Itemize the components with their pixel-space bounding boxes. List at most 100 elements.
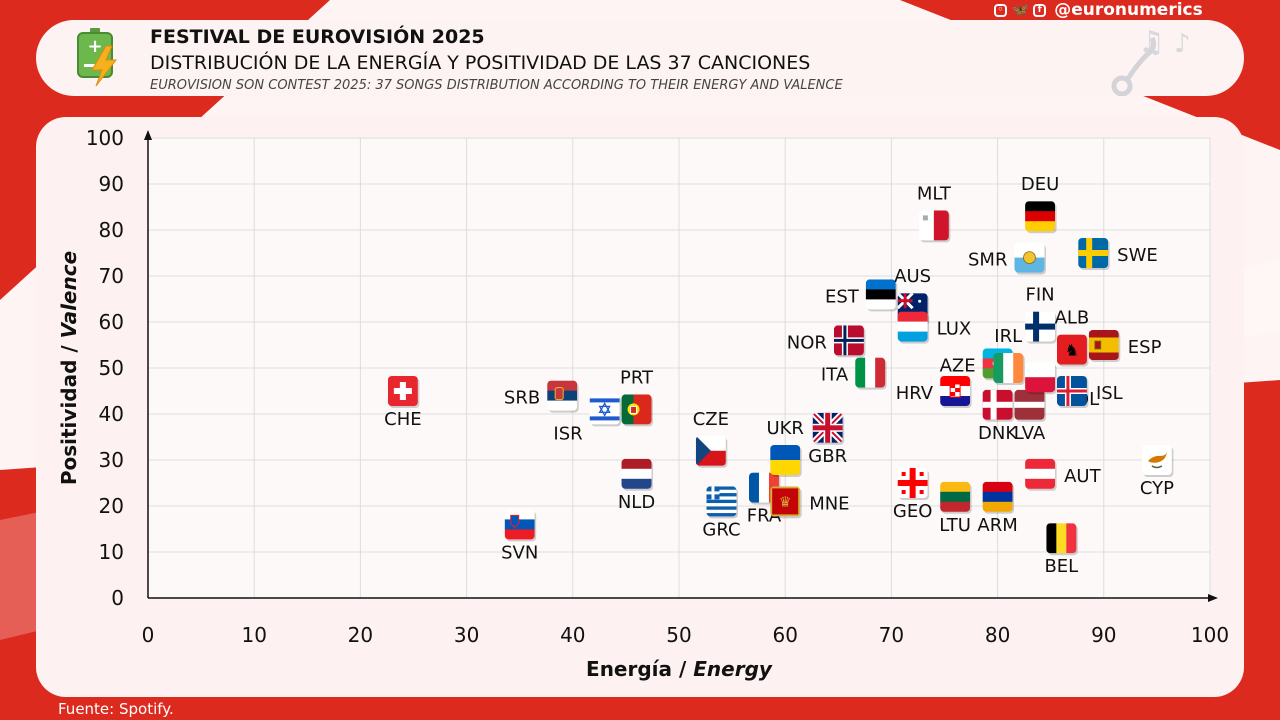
x-tick-label: 10: [241, 623, 266, 647]
point-aut: [1025, 458, 1057, 491]
bluesky-icon[interactable]: 🦋: [1012, 2, 1029, 18]
point-hrv: [940, 376, 972, 408]
chart-subtitle: DISTRIBUCIÓN DE LA ENERGÍA Y POSITIVIDAD…: [150, 52, 811, 74]
y-tick-label: 0: [111, 586, 124, 610]
point-mlt: [918, 210, 951, 243]
x-tick-label: 60: [772, 623, 797, 647]
point-label: NOR: [787, 332, 827, 353]
flag-cze-icon: [695, 435, 726, 466]
point-lva: [1014, 389, 1046, 422]
point-label: AUT: [1064, 466, 1101, 487]
svg-text:♛: ♛: [779, 494, 792, 510]
y-tick-label: 30: [99, 448, 124, 472]
flag-grc-icon: [706, 486, 737, 517]
source-note: Fuente: Spotify.: [58, 700, 174, 718]
music-notes-icon: ♫ ♪: [1111, 25, 1191, 96]
point-ltu: [940, 481, 972, 514]
point-pol: [1025, 362, 1057, 395]
header-banner: [36, 20, 1244, 96]
point-label: FIN: [1026, 285, 1055, 306]
point-label: LUX: [937, 319, 972, 340]
point-fin: [1025, 311, 1057, 344]
flag-esp-icon: [1088, 330, 1119, 360]
x-tick-label: 100: [1191, 623, 1229, 647]
flag-dnk-icon: [982, 389, 1013, 420]
y-tick-label: 80: [99, 218, 124, 242]
point-label: GRC: [702, 519, 740, 540]
point-label: CZE: [693, 409, 729, 430]
point-cyp: [1141, 445, 1174, 477]
svg-text:♞: ♞: [1065, 341, 1079, 360]
point-label: CYP: [1140, 478, 1174, 499]
y-tick-label: 10: [99, 540, 124, 564]
point-isl: [1056, 376, 1089, 408]
point-label: SRB: [504, 388, 540, 409]
instagram-icon[interactable]: ◦: [994, 3, 1007, 17]
y-axis-arrow: [144, 130, 152, 140]
flag-prt-icon: [621, 394, 652, 425]
y-tick-label: 20: [99, 494, 124, 518]
flag-svn-icon: [504, 509, 535, 540]
flag-swe-icon: [1078, 238, 1109, 268]
svg-text:♫: ♫: [1138, 25, 1165, 60]
point-label: LTU: [939, 515, 971, 536]
y-tick-label: 70: [99, 264, 124, 288]
flag-nor-icon: [833, 325, 864, 356]
point-irl: [993, 353, 1025, 385]
point-label: NLD: [618, 492, 655, 513]
flag-fin-icon: [1025, 311, 1056, 342]
flag-geo-icon: [897, 468, 928, 498]
x-axis-arrow: [1208, 594, 1218, 602]
point-label: AZE: [940, 355, 976, 376]
flag-mne-icon: ♛: [770, 486, 801, 517]
flag-pol-icon: [1025, 362, 1056, 393]
point-label: MNE: [809, 493, 849, 514]
point-nld: [621, 458, 654, 491]
x-tick-label: 70: [879, 623, 904, 647]
x-tick-label: 80: [985, 623, 1010, 647]
point-label: ARM: [977, 515, 1017, 536]
point-gbr: [812, 412, 845, 445]
point-label: IRL: [994, 326, 1022, 347]
point-label: SMR: [968, 250, 1007, 271]
point-svn: [504, 509, 537, 542]
x-tick-label: 40: [560, 623, 585, 647]
svg-text:♪: ♪: [1174, 29, 1191, 59]
point-label: HRV: [896, 383, 934, 404]
point-alb: ♞: [1056, 334, 1089, 367]
flag-nld-icon: [621, 458, 652, 489]
point-label: ESP: [1128, 337, 1162, 358]
point-geo: [897, 468, 930, 500]
flag-lva-icon: [1014, 389, 1045, 420]
flag-lux-icon: [897, 311, 928, 342]
point-label: DNK: [978, 423, 1018, 444]
point-label: ITA: [821, 365, 849, 386]
flag-che-icon: [387, 376, 418, 406]
point-prt: [621, 394, 654, 427]
point-lux: [897, 311, 930, 344]
x-tick-label: 30: [454, 623, 479, 647]
social-bar: ◦ 🦋 f @euronumerics: [994, 0, 1234, 20]
flag-gbr-icon: [812, 412, 843, 443]
point-label: LVA: [1014, 423, 1046, 444]
flag-hrv-icon: [940, 376, 971, 406]
flag-bel-icon: [1046, 523, 1077, 554]
point-smr: [1014, 242, 1046, 275]
point-est: [865, 279, 898, 312]
point-ukr: [770, 445, 802, 477]
point-label: ALB: [1055, 308, 1090, 329]
x-tick-label: 50: [666, 623, 691, 647]
social-handle[interactable]: @euronumerics: [1054, 0, 1203, 20]
flag-isl-icon: [1056, 376, 1087, 406]
facebook-icon[interactable]: f: [1033, 3, 1047, 17]
y-tick-label: 40: [99, 402, 124, 426]
point-label: AUS: [894, 266, 931, 287]
y-tick-label: 50: [99, 356, 124, 380]
point-label: MLT: [917, 183, 952, 204]
flag-smr-icon: [1014, 242, 1045, 273]
point-mne: ♛: [770, 486, 802, 519]
point-label: DEU: [1021, 174, 1059, 195]
point-arm: [982, 481, 1015, 514]
point-label: SWE: [1117, 245, 1158, 266]
